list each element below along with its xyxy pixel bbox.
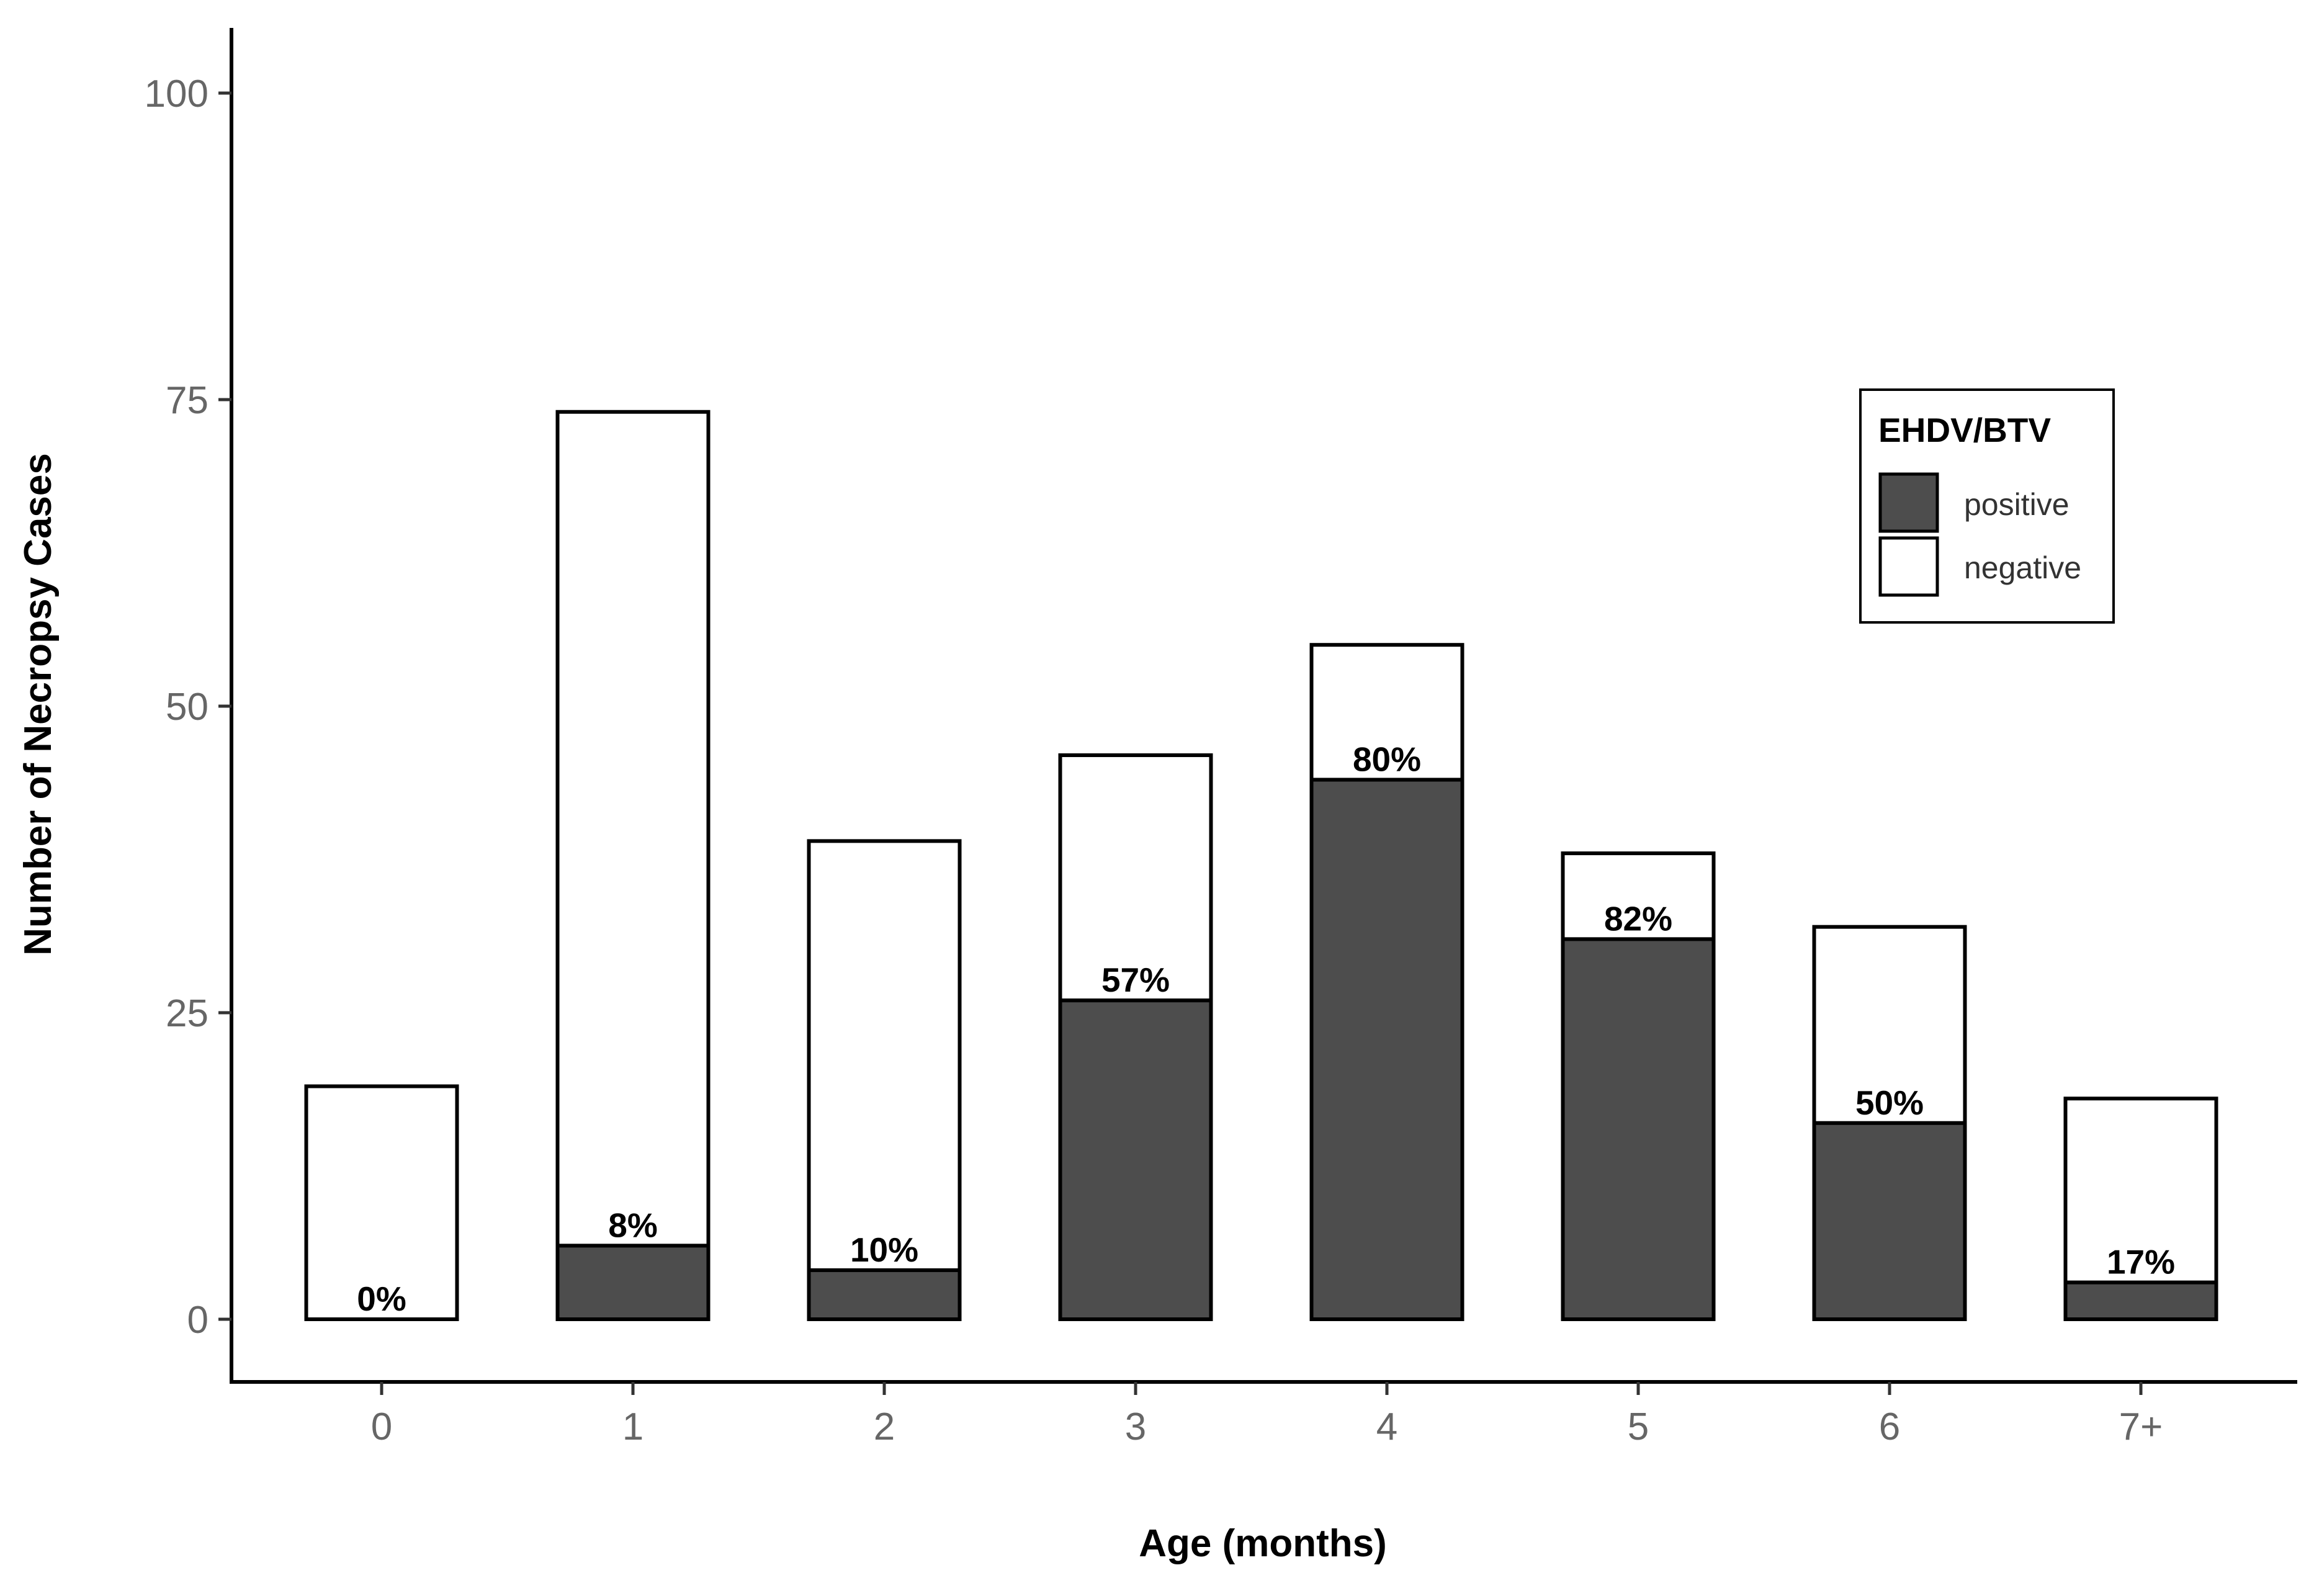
bar-negative-5	[1561, 851, 1716, 941]
x-tick-label-0: 0	[371, 1405, 392, 1448]
y-tick-label-75: 75	[166, 379, 209, 422]
bar-negative-2	[807, 839, 962, 1272]
legend-swatch-negative	[1878, 536, 1939, 597]
percent-label-6: 50%	[1855, 1083, 1924, 1122]
percent-labels-layer: 0% 8% 10% 57% 80% 82% 50% 17%	[357, 740, 2175, 1318]
percent-label-4: 80%	[1353, 740, 1421, 779]
bar-positive-6	[1812, 1121, 1967, 1321]
y-tick-label-100: 100	[145, 73, 209, 115]
x-tick-label-5: 5	[1628, 1405, 1649, 1448]
bar-positive-7+	[2063, 1280, 2218, 1321]
x-tick-label-2: 2	[874, 1405, 895, 1448]
bar-positive-5	[1561, 937, 1716, 1321]
percent-label-7+: 17%	[2107, 1243, 2175, 1281]
legend: EHDV/BTV positive negative	[1859, 388, 2115, 624]
percent-label-5: 82%	[1604, 899, 1672, 938]
bar-negative-6	[1812, 925, 1967, 1125]
percent-label-0: 0%	[357, 1280, 406, 1318]
y-axis-title: Number of Necropsy Cases	[17, 453, 60, 956]
y-tick-label-50: 50	[166, 686, 209, 729]
x-tick-label-4: 4	[1376, 1405, 1397, 1448]
y-ticks-layer: 0 25 50 75 100	[145, 73, 231, 1342]
bar-positive-3	[1058, 998, 1213, 1321]
x-tick-label-7+: 7+	[2119, 1405, 2163, 1448]
bar-positive-1	[555, 1244, 711, 1321]
bar-negative-3	[1058, 753, 1213, 1003]
bar-negative-4	[1309, 643, 1464, 782]
x-tick-label-3: 3	[1125, 1405, 1146, 1448]
percent-label-1: 8%	[608, 1206, 658, 1244]
bar-negative-7+	[2063, 1096, 2218, 1284]
x-tick-label-6: 6	[1879, 1405, 1900, 1448]
x-tick-label-1: 1	[622, 1405, 644, 1448]
legend-label-negative: negative	[1964, 550, 2081, 585]
x-axis-title: Age (months)	[1139, 1522, 1387, 1565]
legend-title: EHDV/BTV	[1878, 411, 2051, 449]
percent-label-2: 10%	[850, 1231, 918, 1269]
legend-label-positive: positive	[1964, 487, 2070, 522]
y-tick-label-0: 0	[187, 1299, 209, 1342]
bars-layer	[304, 410, 2218, 1322]
percent-label-3: 57%	[1101, 961, 1170, 999]
bar-positive-2	[807, 1268, 962, 1321]
bar-positive-4	[1309, 778, 1464, 1322]
x-ticks-layer: 0 1 2 3 4 5 6 7+	[371, 1382, 2163, 1448]
y-tick-label-25: 25	[166, 992, 209, 1035]
bar-negative-1	[555, 410, 711, 1248]
bar-negative-0	[304, 1084, 459, 1322]
legend-swatch-positive	[1878, 472, 1939, 533]
